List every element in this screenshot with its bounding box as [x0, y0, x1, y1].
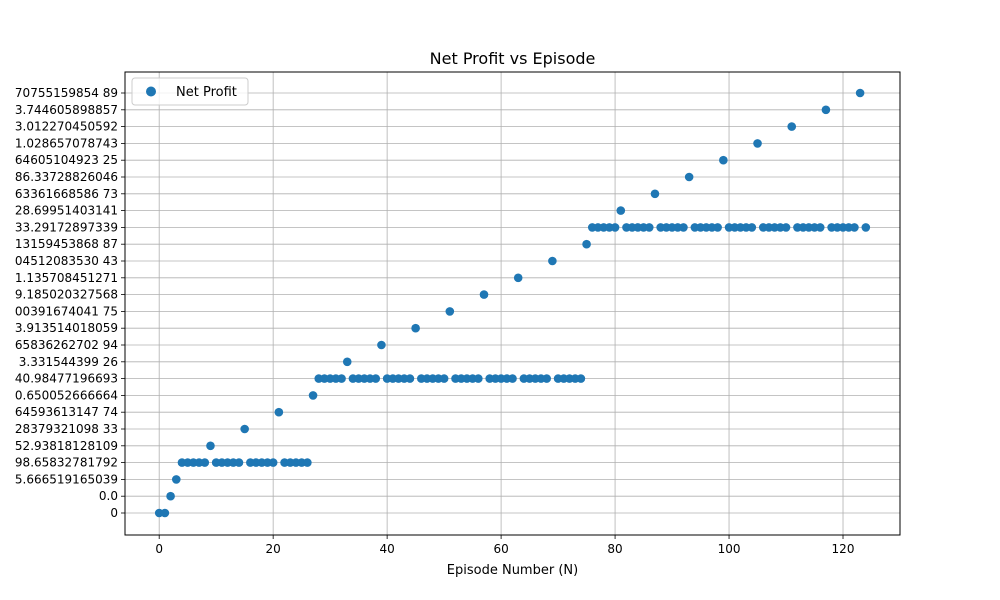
y-tick-label: 13159453868 87 — [15, 237, 118, 251]
x-tick-label: 80 — [607, 542, 622, 556]
data-point — [166, 491, 175, 501]
data-point — [303, 458, 312, 467]
data-point — [753, 139, 762, 148]
y-tick-label: 86.33728826046 — [15, 170, 118, 184]
x-tick-label: 0 — [155, 542, 163, 556]
legend-marker — [146, 86, 156, 97]
data-point — [781, 223, 791, 232]
y-tick-label: 3.744605898857 — [15, 103, 118, 117]
data-point — [206, 441, 215, 451]
data-point — [274, 407, 284, 417]
y-tick-label: 00391674041 75 — [15, 304, 118, 318]
data-point — [650, 189, 660, 199]
x-tick-label: 40 — [379, 542, 394, 556]
y-tick-label: 98.65832781792 — [15, 456, 118, 470]
y-tick-label: 0.650052666664 — [15, 388, 118, 402]
chart-title: Net Profit vs Episode — [430, 49, 596, 68]
y-tick-label: 1.135708451271 — [15, 271, 118, 285]
x-tick-label: 20 — [266, 542, 281, 556]
data-point — [855, 88, 865, 98]
data-point — [200, 458, 210, 467]
y-tick-label: 9.185020327568 — [15, 288, 118, 302]
y-tick-label: 52.93818128109 — [15, 439, 118, 453]
y-tick-label: 70755159854 89 — [15, 86, 118, 100]
data-point — [234, 458, 244, 467]
data-point — [377, 340, 386, 350]
data-point — [576, 374, 586, 383]
y-tick-label: 64605104923 25 — [15, 153, 118, 167]
data-point — [268, 458, 278, 467]
data-point — [787, 122, 797, 131]
y-tick-label: 40.98477196693 — [15, 372, 118, 386]
data-point — [474, 374, 483, 383]
x-tick-label: 100 — [718, 542, 741, 556]
data-point — [308, 391, 318, 400]
data-point — [411, 323, 420, 333]
y-tick-label: 3.913514018059 — [15, 321, 118, 335]
data-point — [371, 374, 381, 383]
data-point — [644, 223, 654, 232]
y-tick-label: 3.012270450592 — [15, 120, 118, 134]
data-point — [445, 307, 455, 316]
data-point — [821, 105, 831, 115]
data-point — [405, 374, 415, 383]
grid-lines — [125, 72, 900, 535]
y-tick-label: 28379321098 33 — [15, 422, 118, 436]
y-tick-label: 33.29172897339 — [15, 220, 118, 234]
data-point — [850, 223, 859, 232]
y-tick-label: 0.0 — [99, 489, 118, 503]
data-point — [479, 290, 489, 299]
data-point — [548, 256, 557, 266]
legend-box — [131, 77, 249, 106]
data-point — [439, 374, 449, 383]
data-point — [508, 374, 517, 383]
x-axis-label: Episode Number (N) — [447, 563, 578, 578]
y-tick-label: 63361668586 73 — [15, 187, 118, 201]
data-point — [171, 475, 181, 484]
y-tick-label: 1.028657078743 — [15, 136, 118, 150]
data-point — [861, 223, 871, 232]
data-point — [713, 223, 722, 232]
data-point — [542, 374, 551, 383]
data-point — [815, 223, 825, 232]
data-points — [154, 88, 871, 518]
data-point — [616, 206, 626, 215]
data-point — [160, 508, 170, 518]
data-point — [679, 223, 688, 232]
data-point — [342, 357, 352, 367]
x-tick-label: 120 — [832, 542, 855, 556]
y-tick-label: 3.331544399 26 — [19, 355, 118, 369]
axis-ticks: 0 20 40 60 80 100 120 0 0.0 5.666519165039 98.6583… — [15, 86, 855, 556]
legend: Net Profit — [131, 77, 249, 106]
data-point — [582, 239, 591, 249]
data-point — [337, 374, 346, 383]
data-point — [240, 424, 249, 434]
y-tick-label: 65836262702 94 — [15, 338, 118, 352]
legend-label: Net Profit — [176, 85, 237, 100]
y-tick-label: 28.69951403141 — [15, 204, 118, 218]
x-tick-label: 60 — [493, 542, 508, 556]
plot-frame — [124, 71, 901, 536]
y-tick-label: 0 — [110, 506, 118, 520]
data-point — [610, 223, 620, 232]
y-tick-label: 5.666519165039 — [15, 472, 118, 486]
data-point — [684, 172, 694, 182]
data-point — [747, 223, 757, 232]
data-point — [719, 155, 728, 165]
data-point — [513, 273, 523, 283]
y-tick-label: 04512083530 43 — [15, 254, 118, 268]
y-tick-label: 64593613147 74 — [15, 405, 118, 419]
